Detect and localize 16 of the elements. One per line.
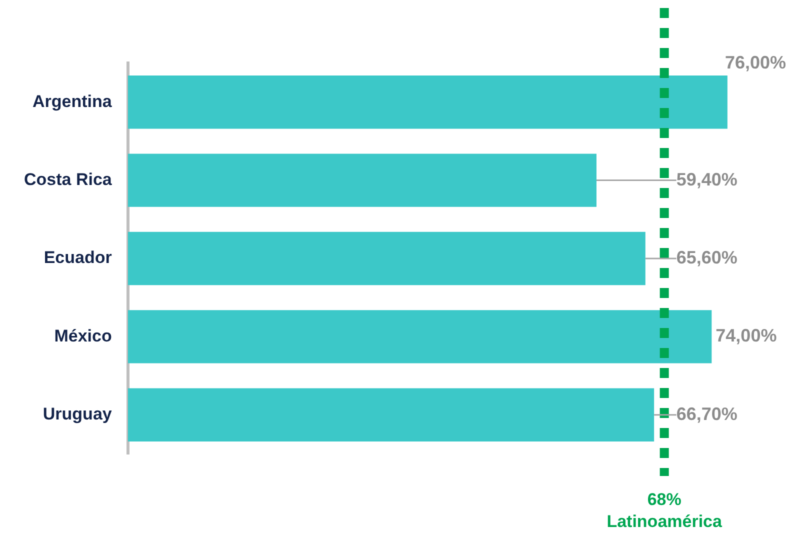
y-tick-label: Argentina bbox=[32, 92, 112, 111]
data-label: 59,40% bbox=[676, 169, 738, 190]
y-tick-label: Costa Rica bbox=[24, 170, 112, 189]
data-label: 74,00% bbox=[716, 326, 777, 346]
ref-line-label: 68% Latinoamérica bbox=[606, 490, 723, 532]
data-label: 66,70% bbox=[676, 404, 738, 424]
bar bbox=[128, 310, 712, 364]
data-label: 76,00% bbox=[724, 52, 786, 72]
y-tick-label: México bbox=[54, 326, 112, 346]
bar bbox=[128, 232, 646, 286]
bar bbox=[128, 388, 654, 442]
bar bbox=[128, 154, 596, 207]
y-tick-label: Ecuador bbox=[44, 248, 112, 268]
data-label: 65,60% bbox=[676, 247, 738, 268]
bar bbox=[128, 76, 728, 129]
y-tick-label: Uruguay bbox=[42, 404, 112, 424]
